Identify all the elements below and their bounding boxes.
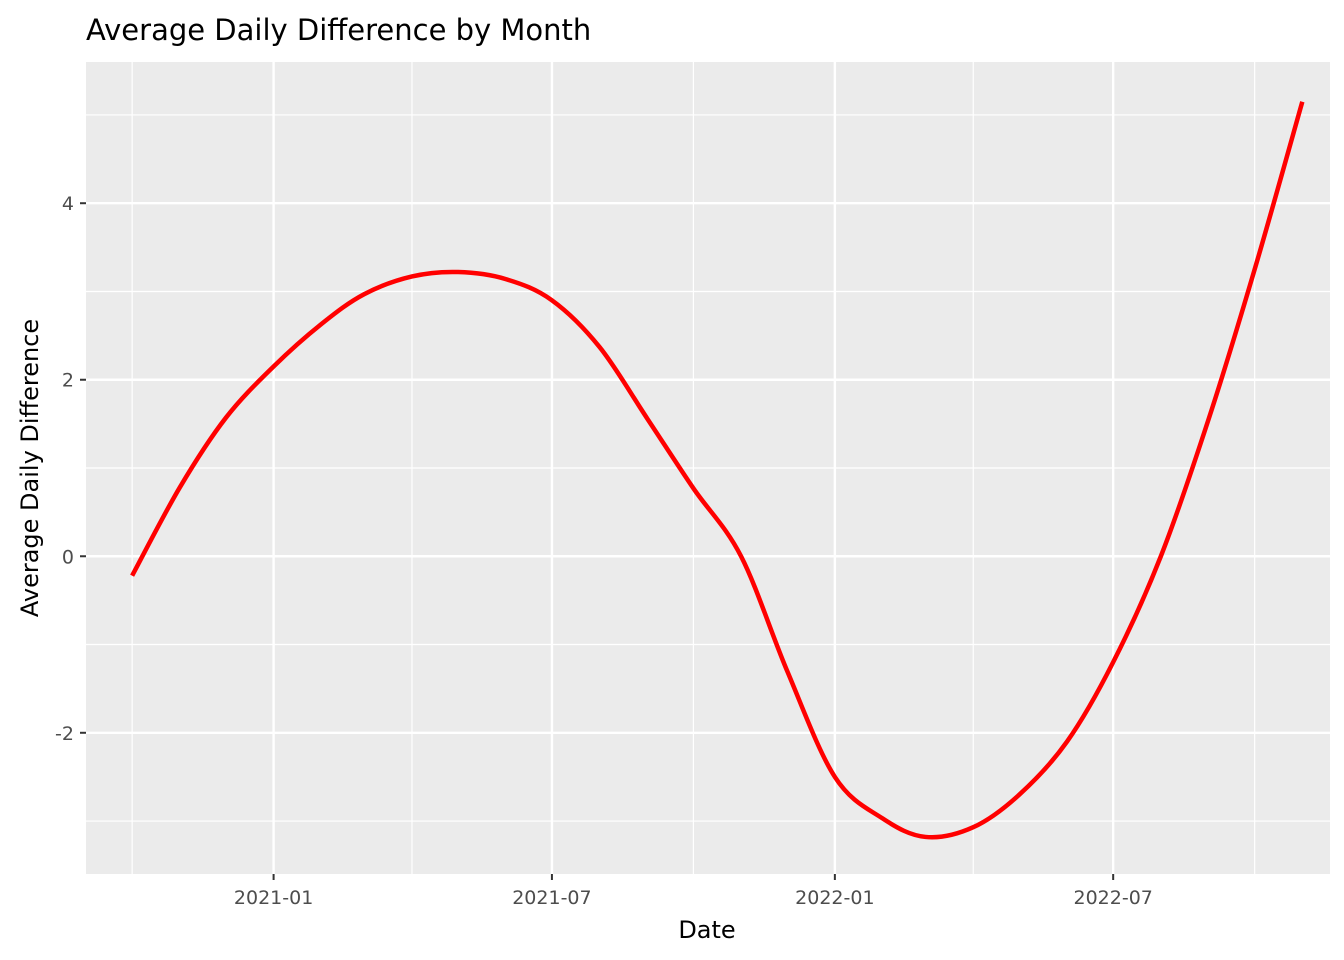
y-tick-label: 2 bbox=[62, 370, 74, 392]
y-axis-title: Average Daily Difference bbox=[16, 319, 44, 617]
axes: -2 0 2 4 2021-01 2021-07 2022-01 2022-07 bbox=[55, 193, 1153, 909]
x-axis-title: Date bbox=[678, 916, 735, 944]
x-tick-label: 2022-07 bbox=[1073, 887, 1152, 909]
grid-lines bbox=[86, 62, 1330, 874]
x-tick-label: 2022-01 bbox=[795, 887, 874, 909]
series-line bbox=[130, 101, 1305, 840]
chart-title: Average Daily Difference by Month bbox=[86, 13, 591, 47]
series-layer bbox=[130, 101, 1305, 840]
x-tick-label: 2021-01 bbox=[234, 887, 313, 909]
y-tick-label: 0 bbox=[62, 546, 74, 568]
y-tick-label: -2 bbox=[55, 723, 74, 745]
x-tick-label: 2021-07 bbox=[512, 887, 591, 909]
y-tick-label: 4 bbox=[62, 193, 74, 215]
